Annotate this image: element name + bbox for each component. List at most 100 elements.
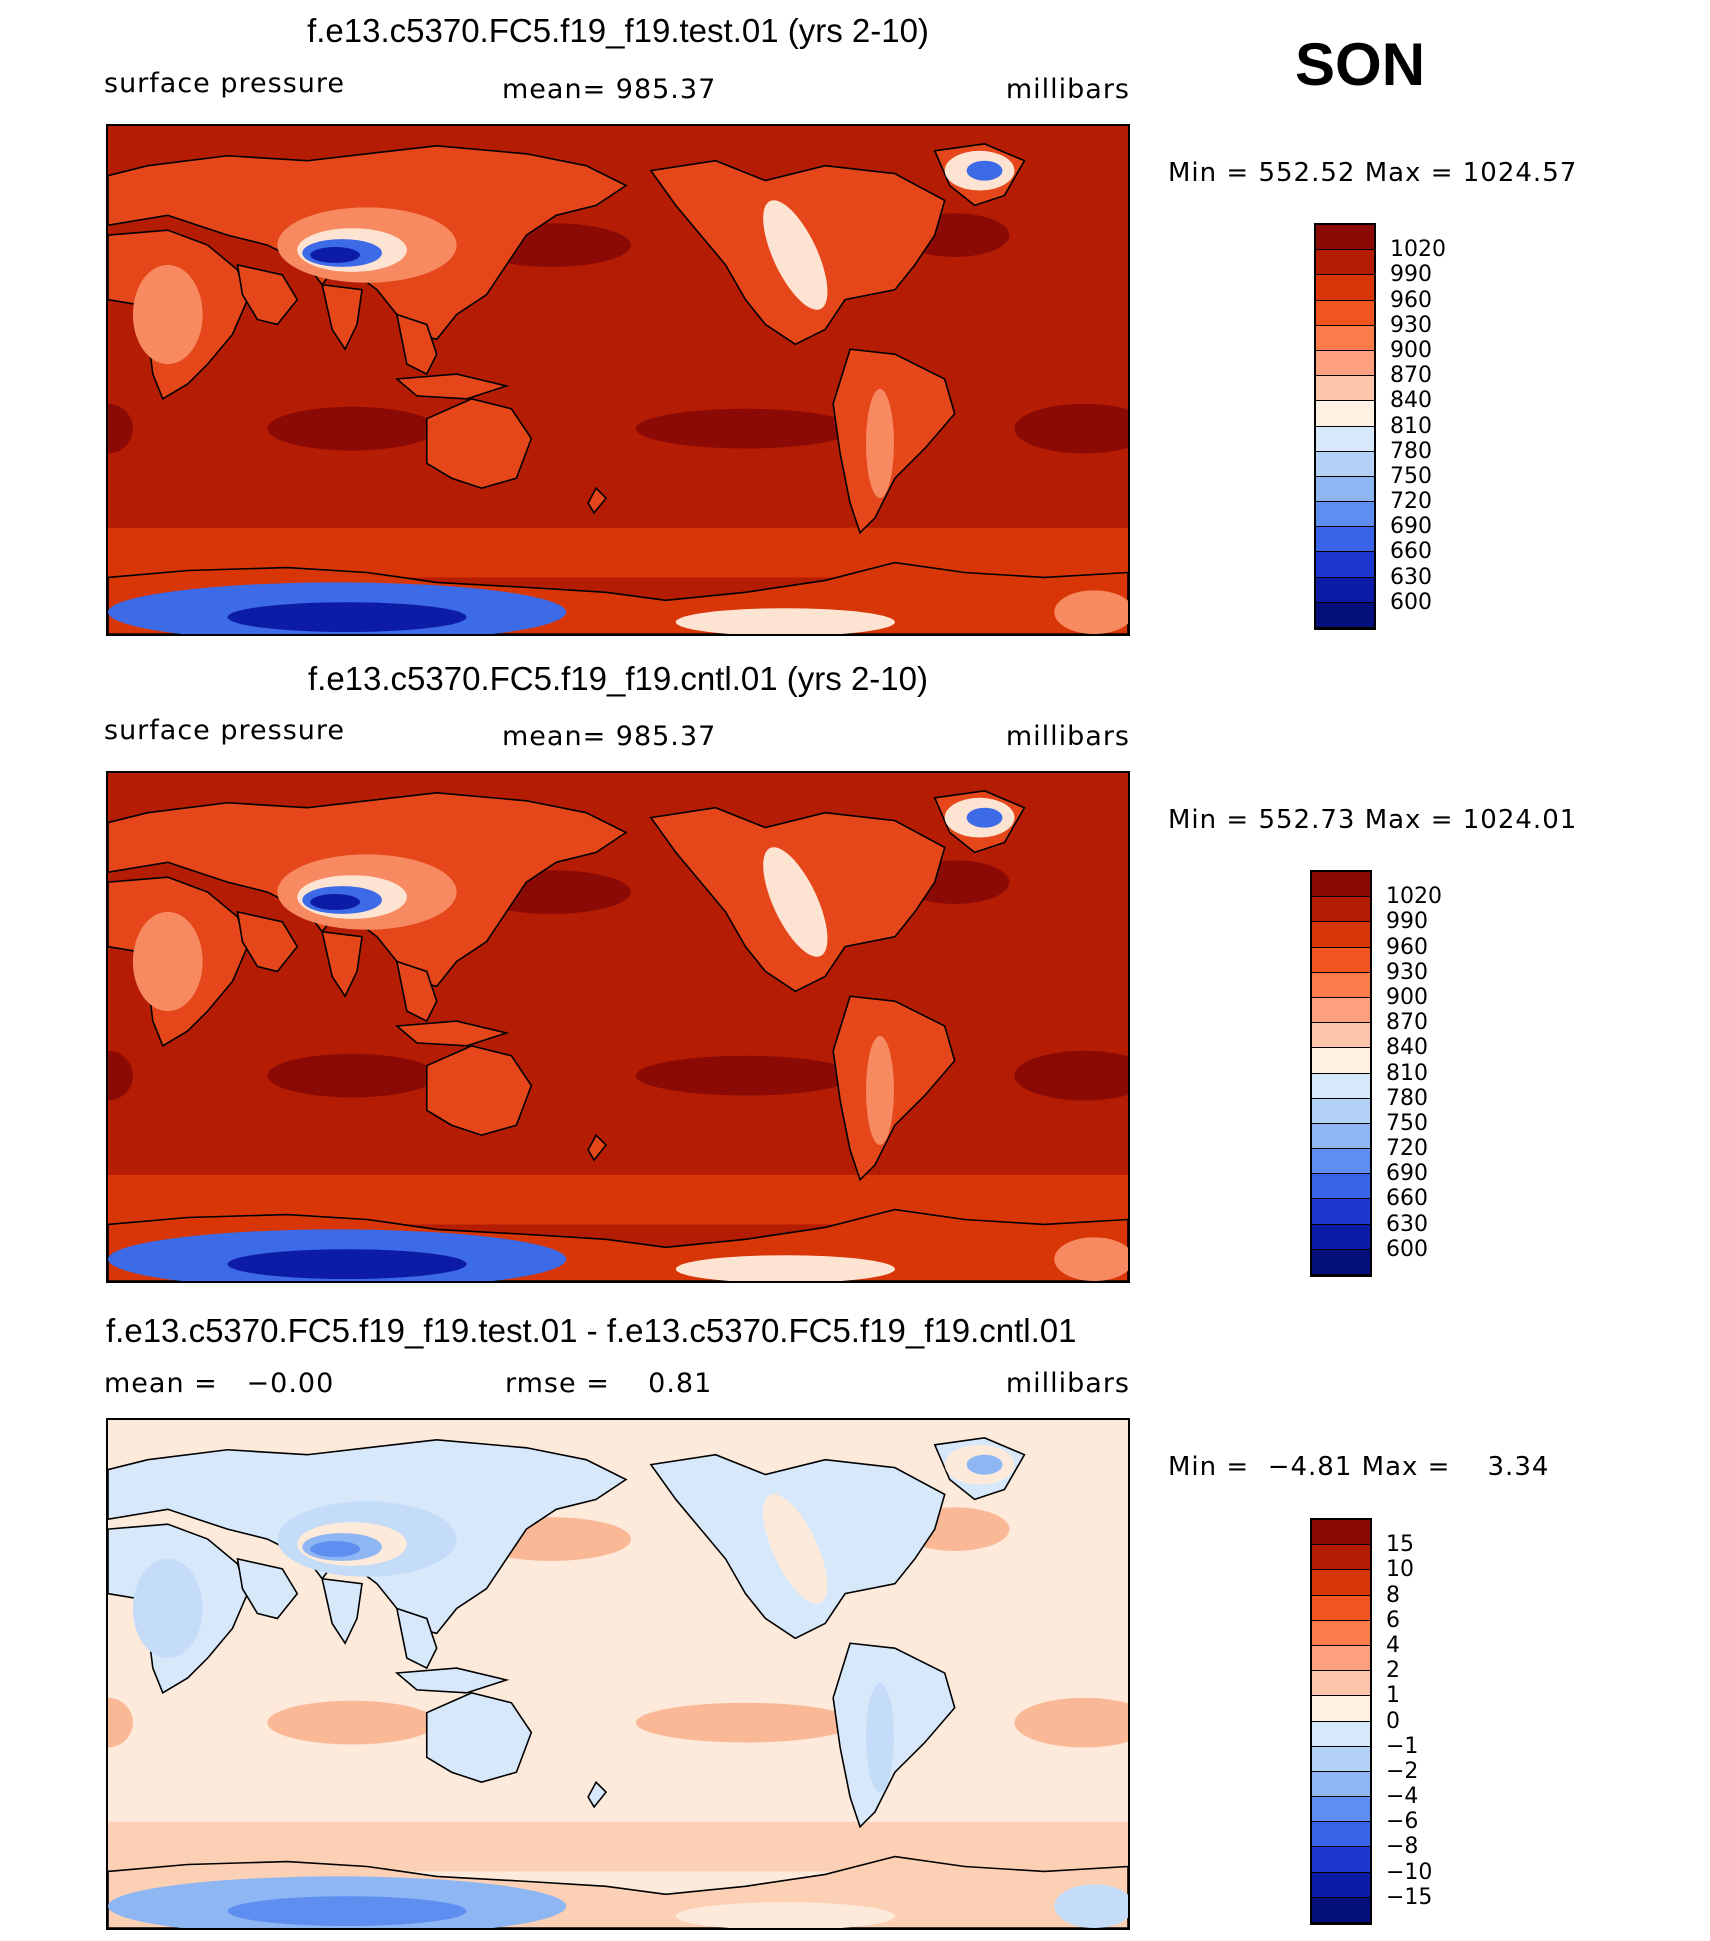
colorbar-label: 900 <box>1386 984 1428 1010</box>
colorbar-label: 720 <box>1386 1136 1428 1162</box>
colorbar-label: 600 <box>1386 1236 1428 1262</box>
colorbar-label: −6 <box>1386 1809 1419 1835</box>
colorbar-swatch <box>1316 350 1374 377</box>
panel-3-colorbar: 15 10 8 6 4 2 1 0 −1 −2 −4 −6 −8 −10 −15 <box>1310 1518 1432 1925</box>
colorbar-label: 2 <box>1386 1658 1400 1684</box>
colorbar-swatch <box>1316 300 1374 326</box>
colorbar-label: 960 <box>1386 934 1428 960</box>
colorbar-label: 990 <box>1386 909 1428 935</box>
panel-3-minmax: Min = −4.81 Max = 3.34 <box>1168 1452 1550 1482</box>
colorbar-swatch <box>1316 476 1374 503</box>
panel-1-left-label: surface pressure <box>104 68 345 99</box>
colorbar-label: −2 <box>1386 1758 1419 1784</box>
colorbar-swatch <box>1312 1048 1370 1074</box>
colorbar-label: −1 <box>1386 1733 1419 1759</box>
colorbar-label: 990 <box>1390 262 1432 288</box>
colorbar-swatch <box>1312 1897 1370 1923</box>
colorbar-label: 10 <box>1386 1557 1414 1583</box>
colorbar-label: −8 <box>1386 1834 1419 1860</box>
colorbar-label: 0 <box>1386 1708 1400 1734</box>
panel-2-left-label: surface pressure <box>104 715 345 746</box>
panel-2-colorbar: 1020 990 960 930 900 870 840 810 780 750 720 690 660… <box>1310 870 1442 1277</box>
colorbar-swatch <box>1316 225 1374 251</box>
map-canvas <box>108 126 1128 634</box>
colorbar-label: 810 <box>1390 413 1432 439</box>
colorbar-swatch <box>1312 1696 1370 1722</box>
colorbar-swatch <box>1312 1174 1370 1200</box>
colorbar-swatch <box>1316 577 1374 603</box>
colorbar-swatch <box>1312 1224 1370 1250</box>
panel-1-map <box>106 124 1130 636</box>
colorbar-swatch <box>1312 1570 1370 1596</box>
panel-2-units-label: millibars <box>1005 721 1130 752</box>
panel-3-rmse-label: rmse = 0.81 <box>505 1368 713 1399</box>
colorbar-swatch <box>1312 1023 1370 1049</box>
colorbar-swatch <box>1312 1520 1370 1546</box>
colorbar-swatch <box>1312 1620 1370 1646</box>
colorbar-label: 660 <box>1390 539 1432 565</box>
season-label: SON <box>1295 31 1426 98</box>
colorbar-label: 870 <box>1390 363 1432 389</box>
colorbar-swatch <box>1316 401 1374 427</box>
colorbar-swatch <box>1316 376 1374 402</box>
panel-1-title: f.e13.c5370.FC5.f19_f19.test.01 (yrs 2-1… <box>307 12 929 49</box>
colorbar-label: 690 <box>1386 1161 1428 1187</box>
colorbar-swatch <box>1312 1721 1370 1747</box>
colorbar-swatch <box>1312 1797 1370 1823</box>
colorbar-label: −15 <box>1386 1884 1433 1910</box>
colorbar-label: −4 <box>1386 1784 1419 1810</box>
panel-2-title: f.e13.c5370.FC5.f19_f19.cntl.01 (yrs 2-1… <box>307 660 928 697</box>
colorbar-swatch <box>1312 947 1370 973</box>
map-canvas <box>108 1420 1128 1928</box>
colorbar-label: 780 <box>1386 1085 1428 1111</box>
panel-1-mean-label: mean= 985.37 <box>502 74 717 105</box>
colorbar-label: 4 <box>1386 1632 1400 1658</box>
colorbar-label: 750 <box>1386 1110 1428 1136</box>
panel-2-mean-label: mean= 985.37 <box>502 721 717 752</box>
colorbar-swatch <box>1312 1199 1370 1225</box>
colorbar-swatch <box>1312 1746 1370 1772</box>
colorbar-label: −10 <box>1386 1859 1433 1885</box>
colorbar-swatch <box>1312 1073 1370 1099</box>
colorbar-swatch <box>1312 922 1370 948</box>
colorbar-swatch <box>1316 602 1374 628</box>
colorbar-label: 8 <box>1386 1582 1400 1608</box>
panel-1-colorbar: 1020 990 960 930 900 870 840 810 780 750 720 690 660… <box>1314 223 1446 630</box>
colorbar-swatch <box>1312 1771 1370 1798</box>
colorbar-label: 720 <box>1390 489 1432 515</box>
panel-1-units-label: millibars <box>1005 74 1130 105</box>
colorbar-label: 750 <box>1390 463 1432 489</box>
panel-1-minmax: Min = 552.52 Max = 1024.57 <box>1168 158 1578 188</box>
colorbar-swatch <box>1312 1123 1370 1150</box>
colorbar-label: 1020 <box>1386 884 1442 910</box>
panel-3-units-label: millibars <box>1005 1368 1130 1399</box>
map-canvas <box>108 773 1128 1281</box>
colorbar-swatch <box>1316 275 1374 301</box>
colorbar-swatch <box>1312 872 1370 898</box>
colorbar-label: 930 <box>1390 312 1432 338</box>
colorbar-swatch <box>1312 897 1370 923</box>
colorbar-swatch <box>1312 1645 1370 1672</box>
colorbar-label: 1 <box>1386 1683 1400 1709</box>
colorbar-label: 660 <box>1386 1186 1428 1212</box>
colorbar-label: 840 <box>1386 1035 1428 1061</box>
colorbar-swatch <box>1316 250 1374 276</box>
panel-3-mean-label: mean = −0.00 <box>104 1368 335 1399</box>
colorbar-label: 6 <box>1386 1607 1400 1633</box>
colorbar-swatch <box>1312 1545 1370 1571</box>
colorbar-swatch <box>1312 1249 1370 1275</box>
colorbar-label: 810 <box>1386 1060 1428 1086</box>
colorbar-label: 630 <box>1390 564 1432 590</box>
colorbar-swatch <box>1312 1671 1370 1697</box>
colorbar-swatch <box>1312 1847 1370 1873</box>
colorbar-swatch <box>1312 1149 1370 1175</box>
colorbar-swatch <box>1312 1822 1370 1848</box>
colorbar-label: 900 <box>1390 337 1432 363</box>
colorbar-label: 840 <box>1390 388 1432 414</box>
colorbar-swatch <box>1316 502 1374 528</box>
colorbar-swatch <box>1316 451 1374 477</box>
panel-2-minmax: Min = 552.73 Max = 1024.01 <box>1168 805 1578 835</box>
colorbar-swatch <box>1316 527 1374 553</box>
colorbar-swatch <box>1312 1595 1370 1621</box>
colorbar-label: 1020 <box>1390 237 1446 263</box>
